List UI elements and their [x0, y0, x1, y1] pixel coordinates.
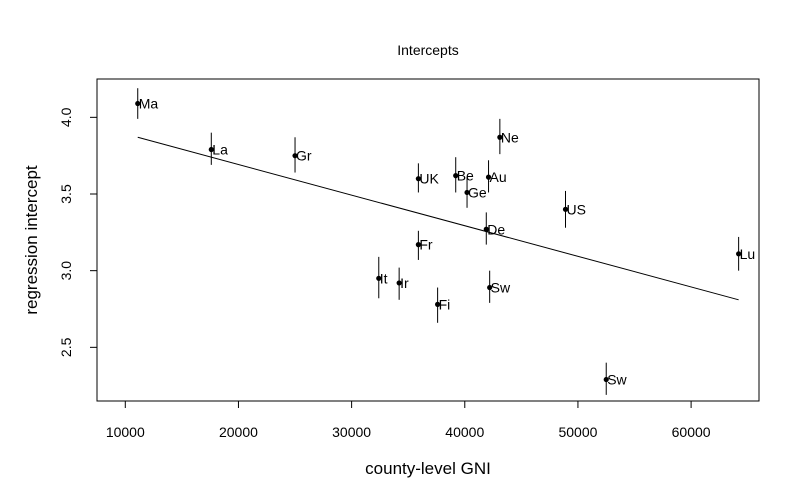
data-point: [736, 251, 742, 257]
y-axis: 2.5 3.0 3.5 4.0: [58, 107, 98, 357]
y-tick-label: 2.5: [58, 337, 74, 357]
y-tick-label: 3.5: [58, 184, 74, 204]
x-tick-label: 50000: [558, 424, 597, 440]
point-label: Sw: [607, 372, 627, 388]
data-point: [562, 206, 569, 212]
point-label: De: [487, 221, 505, 237]
point-label: Fi: [439, 296, 451, 312]
point-label: Sw: [491, 280, 511, 296]
chart-title: Intercepts: [397, 42, 458, 58]
x-tick-label: 30000: [332, 424, 371, 440]
x-tick-label: 10000: [106, 424, 145, 440]
y-tick-label: 4.0: [58, 107, 74, 127]
point-label: Lu: [740, 246, 756, 262]
point-label: US: [566, 201, 585, 217]
data-point: [415, 176, 421, 182]
data-point: [485, 174, 492, 180]
regression-line-group: [137, 136, 739, 301]
data-point: [396, 280, 402, 286]
point-label: UK: [419, 171, 439, 187]
point-label: La: [212, 142, 228, 158]
point-label: Gr: [296, 148, 312, 164]
point-label: Au: [490, 169, 507, 185]
data-point: [415, 242, 421, 248]
x-tick-label: 40000: [445, 424, 484, 440]
y-tick-label: 3.0: [58, 261, 74, 281]
data-point: [376, 275, 382, 281]
point-label: Be: [457, 168, 474, 184]
data-point: [435, 301, 441, 307]
point-label: Ir: [400, 275, 409, 291]
y-axis-label: regression intercept: [22, 165, 41, 315]
point-label: Ne: [501, 129, 519, 145]
data-point: [464, 189, 470, 196]
x-axis: 10000 20000 30000 40000 50000 60000: [106, 400, 711, 440]
data-point: [497, 134, 503, 140]
point-label: Fr: [419, 237, 433, 253]
x-axis-label: county-level GNI: [365, 459, 491, 478]
point-label: Ge: [468, 184, 487, 200]
data-point: [135, 100, 141, 107]
data-point: [208, 146, 214, 153]
data-point: [453, 173, 459, 179]
data-point: [603, 376, 609, 383]
data-point: [487, 284, 493, 291]
x-tick-label: 20000: [219, 424, 258, 440]
x-tick-label: 60000: [672, 424, 711, 440]
point-label: It: [380, 270, 388, 286]
regression-line: [137, 136, 739, 301]
data-point: [292, 153, 298, 159]
data-point: [483, 226, 489, 232]
point-label: Ma: [139, 96, 159, 112]
